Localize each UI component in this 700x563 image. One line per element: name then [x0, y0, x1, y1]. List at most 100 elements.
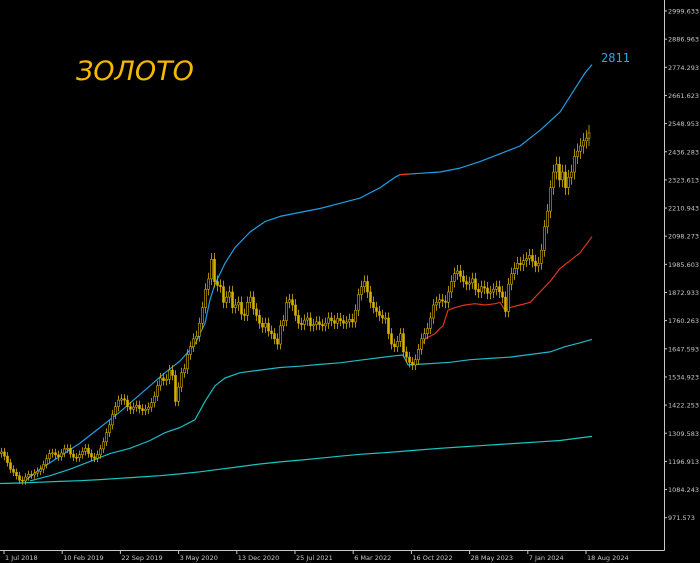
candle-body	[576, 150, 579, 157]
candle-body	[531, 255, 534, 262]
x-tick-label: 10 Feb 2019	[63, 554, 103, 562]
candle-body	[327, 317, 330, 324]
candle-body	[504, 296, 507, 312]
candle-body	[84, 448, 87, 452]
candle-body	[45, 458, 48, 465]
candle-body	[351, 319, 354, 323]
series-upper-band-line	[24, 64, 593, 482]
candle-body	[396, 341, 399, 347]
candle-body	[399, 333, 402, 342]
y-tick-label: 1196.913	[668, 458, 699, 466]
candle-body	[330, 317, 333, 321]
x-tick-label: 1 Jul 2018	[5, 554, 38, 562]
candle-body	[126, 399, 129, 407]
candle-body	[585, 137, 588, 142]
candle-body	[534, 260, 537, 267]
candle-body	[408, 356, 411, 363]
candle-body	[366, 281, 369, 293]
y-tick-label: 1422.253	[668, 402, 699, 410]
candle-body	[186, 354, 189, 370]
candle-body	[291, 299, 294, 306]
candle-body	[423, 333, 426, 340]
series-red-line-line	[419, 236, 593, 350]
candle-body	[294, 304, 297, 316]
candle-body	[483, 286, 486, 289]
y-tick-label: 2323.613	[668, 176, 699, 184]
candle-body	[546, 210, 549, 228]
candle-body	[255, 308, 258, 316]
candle-body	[162, 377, 165, 381]
candle-body	[123, 398, 126, 401]
candle-body	[579, 145, 582, 152]
candle-body	[144, 408, 147, 411]
y-tick-label: 2774.293	[668, 64, 699, 72]
candle-body	[213, 259, 216, 282]
candle-body	[543, 226, 546, 251]
candle-body	[159, 377, 162, 387]
candle-body	[225, 296, 228, 303]
candle-body	[312, 324, 315, 327]
candle-body	[378, 311, 381, 316]
candle-body	[516, 262, 519, 269]
candle-body	[36, 470, 39, 474]
x-tick-label: 22 Sep 2019	[121, 554, 162, 562]
x-tick-label: 3 May 2020	[180, 554, 218, 562]
candle-body	[414, 359, 417, 366]
candle-body	[27, 474, 30, 478]
candle-body	[348, 319, 351, 323]
candle-body	[528, 255, 531, 259]
y-tick-label: 1872.933	[668, 289, 699, 297]
candle-body	[189, 346, 192, 355]
y-tick-label: 2210.943	[668, 205, 699, 213]
candle-body	[555, 163, 558, 173]
candle-body	[501, 291, 504, 298]
candle-body	[567, 176, 570, 188]
candle-body	[48, 453, 51, 460]
candle-body	[0, 451, 3, 454]
candle-body	[90, 453, 93, 458]
candle-body	[33, 472, 36, 476]
candle-body	[177, 386, 180, 402]
candle-body	[570, 171, 573, 178]
candle-body	[183, 368, 186, 374]
x-tick-label: 6 Mar 2022	[354, 554, 391, 562]
candle-body	[147, 406, 150, 410]
candle-body	[153, 395, 156, 404]
candle-body	[459, 270, 462, 277]
candle-body	[564, 171, 567, 188]
candle-body	[537, 262, 540, 267]
candle-body	[297, 315, 300, 324]
candle-body	[429, 317, 432, 329]
candle-body	[87, 448, 90, 454]
y-tick-label: 2661.623	[668, 92, 699, 100]
candle-body	[210, 259, 213, 280]
candle-body	[507, 283, 510, 312]
candle-body	[456, 270, 459, 274]
candle-body	[171, 369, 174, 376]
y-tick-label: 1534.923	[668, 373, 699, 381]
candle-body	[264, 322, 267, 328]
candle-body	[384, 317, 387, 320]
candle-body	[3, 451, 6, 457]
x-tick-label: 7 Jan 2024	[529, 554, 564, 562]
candle-body	[132, 406, 135, 410]
candle-body	[450, 281, 453, 293]
candle-body	[24, 476, 27, 482]
candle-body	[237, 302, 240, 306]
y-ticks: 2999.633 2886.963 2774.293 2661.623 2548.953…	[664, 8, 699, 522]
candle-body	[360, 286, 363, 295]
y-tick-label: 1309.583	[668, 430, 699, 438]
y-tick-label: 1084.243	[668, 486, 699, 494]
candle-body	[522, 260, 525, 265]
candle-body	[561, 171, 564, 181]
candle-body	[18, 475, 21, 481]
candle-body	[420, 338, 423, 350]
candle-body	[462, 276, 465, 282]
candle-body	[42, 464, 45, 470]
x-tick-label: 25 Jul 2021	[296, 554, 333, 562]
candle-body	[270, 330, 273, 334]
candle-body	[447, 291, 450, 303]
candle-body	[54, 452, 57, 456]
